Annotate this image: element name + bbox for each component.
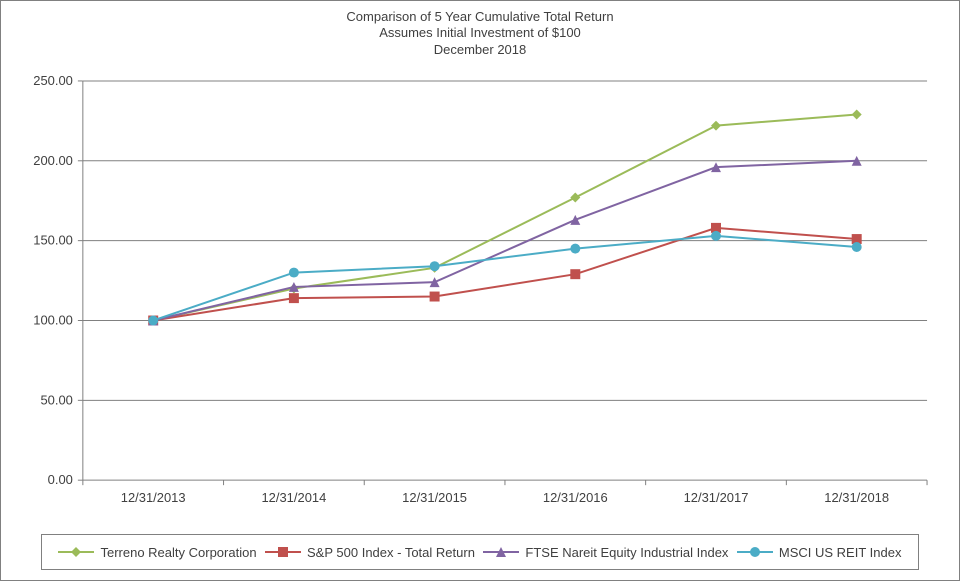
svg-text:200.00: 200.00 [33, 153, 73, 168]
title-line-3: December 2018 [1, 42, 959, 58]
line-chart-svg: 0.00 50.00 100.00 150.00 200.00 250.00 12/31/2… [13, 71, 947, 520]
chart-title-block: Comparison of 5 Year Cumulative Total Re… [1, 9, 959, 58]
legend-item: Terreno Realty Corporation [58, 545, 256, 560]
legend-label: Terreno Realty Corporation [100, 545, 256, 560]
svg-text:12/31/2015: 12/31/2015 [402, 490, 467, 505]
legend-swatch-icon [737, 545, 773, 559]
svg-text:12/31/2014: 12/31/2014 [261, 490, 326, 505]
legend-item: S&P 500 Index - Total Return [265, 545, 475, 560]
legend-item: FTSE Nareit Equity Industrial Index [483, 545, 728, 560]
plot-area: 0.00 50.00 100.00 150.00 200.00 250.00 12/31/2… [13, 71, 947, 520]
legend: Terreno Realty Corporation S&P 500 Index… [41, 534, 919, 570]
svg-text:0.00: 0.00 [48, 472, 73, 487]
svg-text:50.00: 50.00 [40, 392, 72, 407]
svg-text:12/31/2018: 12/31/2018 [824, 490, 889, 505]
svg-text:12/31/2017: 12/31/2017 [684, 490, 749, 505]
title-line-2: Assumes Initial Investment of $100 [1, 25, 959, 41]
svg-text:12/31/2016: 12/31/2016 [543, 490, 608, 505]
legend-swatch-icon [265, 545, 301, 559]
legend-item: MSCI US REIT Index [737, 545, 902, 560]
svg-text:12/31/2013: 12/31/2013 [121, 490, 186, 505]
legend-label: S&P 500 Index - Total Return [307, 545, 475, 560]
legend-label: MSCI US REIT Index [779, 545, 902, 560]
svg-text:250.00: 250.00 [33, 73, 73, 88]
title-line-1: Comparison of 5 Year Cumulative Total Re… [1, 9, 959, 25]
legend-swatch-icon [483, 545, 519, 559]
legend-swatch-icon [58, 545, 94, 559]
svg-text:150.00: 150.00 [33, 233, 73, 248]
chart-container: Comparison of 5 Year Cumulative Total Re… [0, 0, 960, 581]
legend-label: FTSE Nareit Equity Industrial Index [525, 545, 728, 560]
svg-text:100.00: 100.00 [33, 312, 73, 327]
